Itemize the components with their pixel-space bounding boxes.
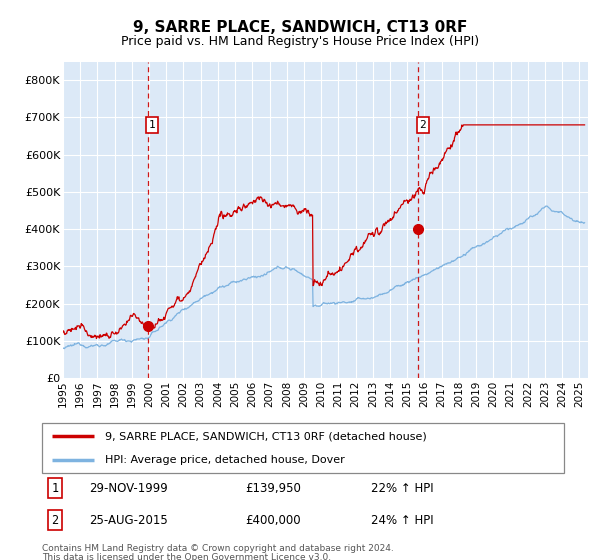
Text: Contains HM Land Registry data © Crown copyright and database right 2024.: Contains HM Land Registry data © Crown c… — [42, 544, 394, 553]
Text: 29-NOV-1999: 29-NOV-1999 — [89, 482, 168, 494]
Text: 24% ↑ HPI: 24% ↑ HPI — [371, 514, 433, 527]
Text: 9, SARRE PLACE, SANDWICH, CT13 0RF (detached house): 9, SARRE PLACE, SANDWICH, CT13 0RF (deta… — [104, 431, 427, 441]
Text: 22% ↑ HPI: 22% ↑ HPI — [371, 482, 433, 494]
Text: 2: 2 — [52, 514, 59, 527]
Text: 1: 1 — [52, 482, 59, 494]
Text: £400,000: £400,000 — [245, 514, 301, 527]
Text: 25-AUG-2015: 25-AUG-2015 — [89, 514, 168, 527]
Text: HPI: Average price, detached house, Dover: HPI: Average price, detached house, Dove… — [104, 455, 344, 465]
FancyBboxPatch shape — [42, 423, 564, 473]
Text: Price paid vs. HM Land Registry's House Price Index (HPI): Price paid vs. HM Land Registry's House … — [121, 35, 479, 48]
Text: 1: 1 — [148, 120, 155, 130]
Text: £139,950: £139,950 — [245, 482, 301, 494]
Text: 2: 2 — [419, 120, 426, 130]
Text: This data is licensed under the Open Government Licence v3.0.: This data is licensed under the Open Gov… — [42, 553, 331, 560]
Text: 9, SARRE PLACE, SANDWICH, CT13 0RF: 9, SARRE PLACE, SANDWICH, CT13 0RF — [133, 20, 467, 35]
